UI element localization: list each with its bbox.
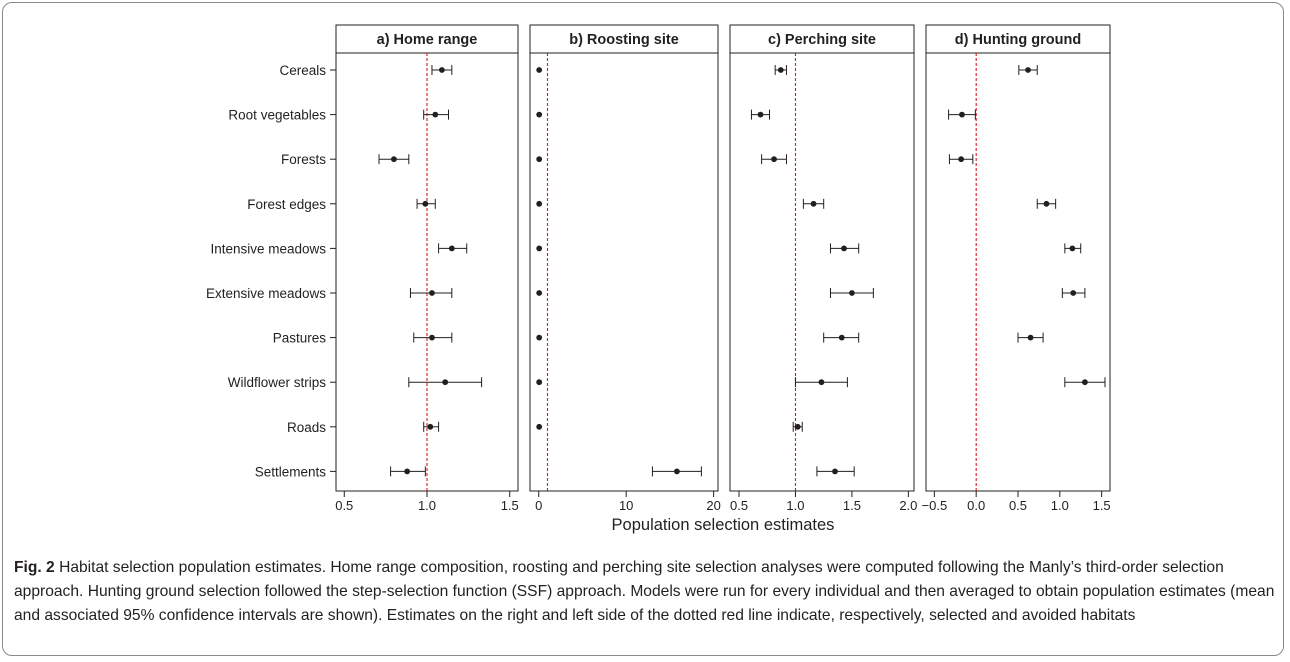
panel-d-xtick-label: 1.5: [1093, 498, 1111, 513]
caption-text: Habitat selection population estimates. …: [14, 559, 1275, 624]
panel-d-xtick-label: −0.5: [922, 498, 948, 513]
panel-b-point-roads: [536, 423, 543, 430]
panel-a-point-wildflower-strips: [442, 379, 449, 386]
panel-a-point-cereals: [438, 67, 445, 73]
category-label-forest-edges: Forest edges: [247, 197, 326, 212]
panel-c-point-roads: [794, 423, 801, 430]
panel-d-xtick-label: 0.0: [967, 498, 985, 513]
panel-b-xtick-label: 0: [535, 498, 542, 513]
panel-b-point-cereals: [536, 67, 543, 73]
panel-a-xtick-label: 0.5: [335, 498, 353, 513]
panel-c-point-cereals: [777, 67, 784, 73]
panel-a-point-roads: [427, 423, 434, 430]
panel-d-xtick-label: 0.5: [1009, 498, 1027, 513]
panel-a-point-pastures: [429, 334, 435, 341]
panel-d-title: d) Hunting ground: [955, 32, 1081, 48]
panel-c-xtick-label: 0.5: [730, 498, 748, 513]
panel-b-point-forest-edges: [536, 200, 543, 207]
category-label-pastures: Pastures: [273, 331, 327, 346]
category-label-root-vegetables: Root vegetables: [228, 108, 326, 123]
panel-c-title: c) Perching site: [768, 32, 876, 48]
panel-b-header: [529, 24, 719, 54]
x-axis-title: Population selection estimates: [612, 516, 835, 534]
panel-d-point-cereals: [1025, 67, 1031, 73]
panel-b-xtick-label: 10: [619, 498, 633, 513]
panel-a-point-settlements: [404, 468, 411, 475]
panel-a-point-intensive-meadows: [448, 245, 455, 252]
panel-c-point-pastures: [838, 334, 845, 341]
panel-d-plot-box: [925, 52, 1111, 492]
habitat-selection-chart: Cereals Root vegetables Forests Forest edge…: [206, 24, 1111, 534]
panel-c-header: [729, 24, 915, 54]
panel-d-point-pastures: [1027, 334, 1034, 341]
panel-d-point-root-vegetables: [959, 111, 965, 118]
panel-d-point-forests: [958, 156, 965, 163]
category-label-wildflower-strips: Wildflower strips: [228, 375, 327, 390]
figure-label: Fig. 2: [14, 559, 55, 576]
panel-b-point-settlements: [674, 468, 680, 475]
panel-a-xtick-label: 1.5: [501, 498, 519, 513]
category-label-roads: Roads: [287, 420, 326, 435]
panel-d-xtick-label: 1.0: [1051, 498, 1069, 513]
panel-c-xtick-label: 1.5: [843, 498, 861, 513]
panel-d-point-forest-edges: [1043, 200, 1050, 207]
figure-caption: Fig. 2 Habitat selection population esti…: [14, 556, 1276, 628]
panel-c-point-root-vegetables: [757, 111, 764, 118]
panel-b-point-wildflower-strips: [536, 379, 543, 386]
panel-d-point-wildflower-strips: [1082, 379, 1088, 386]
category-label-settlements: Settlements: [255, 464, 327, 479]
panel-a-point-root-vegetables: [432, 111, 439, 118]
panel-c-xtick-label: 1.0: [786, 498, 804, 513]
category-label-intensive-meadows: Intensive meadows: [210, 241, 326, 256]
panel-c-plot-box: [729, 52, 915, 492]
panel-a-point-forests: [391, 156, 397, 163]
category-label-forests: Forests: [281, 152, 326, 167]
panel-b-point-forests: [536, 156, 543, 163]
panel-c-point-forests: [771, 156, 777, 163]
panel-d-point-intensive-meadows: [1069, 245, 1076, 252]
panel-b-point-root-vegetables: [536, 111, 543, 118]
panel-a-header: [335, 24, 519, 54]
panel-c-point-intensive-meadows: [841, 245, 847, 252]
panel-a-point-forest-edges: [422, 200, 429, 207]
panel-c-xtick-label: 2.0: [899, 498, 917, 513]
panel-b-point-intensive-meadows: [536, 245, 543, 252]
panel-c-point-wildflower-strips: [818, 379, 825, 386]
panel-b-plot-box: [529, 52, 719, 492]
panel-c-point-extensive-meadows: [849, 290, 855, 296]
panel-b-title: b) Roosting site: [569, 32, 679, 48]
panel-d-header: [925, 24, 1111, 54]
panel-d-point-extensive-meadows: [1070, 290, 1077, 296]
panel-b-point-pastures: [536, 334, 543, 341]
category-label-extensive-meadows: Extensive meadows: [206, 286, 326, 301]
panel-a-title: a) Home range: [377, 32, 478, 48]
panel-a-point-extensive-meadows: [429, 290, 435, 296]
panel-a-xtick-label: 1.0: [418, 498, 436, 513]
panel-b-xtick-label: 20: [706, 498, 720, 513]
panel-b-point-extensive-meadows: [536, 290, 543, 296]
panel-c-point-settlements: [832, 468, 838, 475]
panel-c-point-forest-edges: [810, 200, 817, 207]
category-label-cereals: Cereals: [279, 63, 326, 78]
